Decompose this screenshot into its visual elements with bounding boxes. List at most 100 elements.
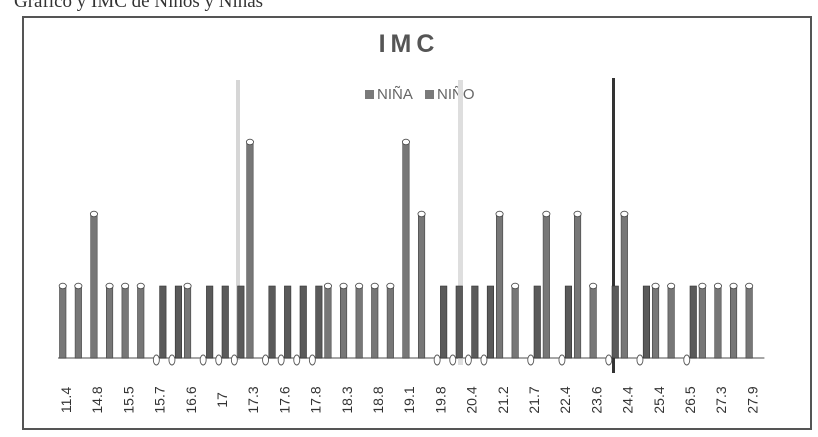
x-tick-label: 21.7 (526, 386, 542, 413)
bar-cap-nina (183, 282, 192, 290)
bar-nina (324, 285, 332, 359)
zero-marker-nina (605, 354, 613, 366)
x-tick-label: 14.8 (89, 386, 105, 413)
bar-nina (542, 213, 550, 359)
bar-nina (339, 285, 348, 359)
bar-nina (355, 285, 363, 359)
zero-marker-nina (199, 354, 207, 366)
bar-nina (620, 213, 628, 359)
bar-cap-nina (339, 282, 348, 290)
bar-cap-nina (355, 282, 364, 290)
bar-cap-nina (573, 210, 582, 218)
x-tick-label: 11.4 (58, 387, 74, 413)
x-tick-label: 15.5 (120, 386, 136, 413)
legend-label-nino: NIÑO (437, 86, 475, 103)
bar-nino (533, 285, 541, 359)
bar-nino (237, 285, 245, 359)
bar-nina (651, 285, 660, 359)
x-tick-label: 27.9 (744, 386, 760, 413)
bar-nino (174, 285, 182, 359)
x-tick-label: 25.4 (651, 386, 667, 413)
zero-marker-nina (152, 354, 160, 366)
bar-nino (689, 285, 697, 359)
bar-cap-nina (105, 282, 114, 290)
bar-cap-nina (698, 282, 707, 290)
bar-nina (74, 285, 82, 359)
bar-nina (371, 285, 379, 359)
bar-nina (511, 285, 519, 359)
bar-nina (402, 141, 410, 359)
bar-nina (386, 285, 394, 359)
zero-marker-nina (558, 354, 566, 366)
legend-swatch-nino (425, 90, 435, 99)
x-tick-label: 17.8 (308, 386, 324, 413)
zero-marker-nina (449, 354, 457, 366)
x-tick-label: 17 (214, 392, 230, 408)
bar-nino (611, 285, 619, 359)
bar-nina (137, 285, 145, 359)
bar-nina (667, 285, 675, 359)
bar-nina (246, 141, 254, 359)
x-tick-label: 27.3 (713, 386, 729, 413)
legend-item-nino: NIÑO (425, 86, 475, 103)
x-tick-label: 24.4 (620, 386, 636, 413)
x-tick-label: 16.6 (183, 386, 199, 413)
bar-nina (184, 285, 192, 359)
zero-marker-nina (262, 354, 269, 366)
bar-cap-nina (401, 138, 410, 146)
bar-nino (206, 285, 214, 359)
page-caption: Gráfico y IMC de Niños y Niñas (14, 0, 264, 12)
bar-nina (59, 285, 67, 359)
bar-cap-nina (89, 210, 98, 218)
zero-marker-nina (464, 354, 472, 366)
bar-nina (745, 285, 753, 359)
bar-cap-nina (511, 282, 520, 290)
bar-cap-nina (495, 210, 504, 218)
bar-cap-nina (74, 282, 83, 290)
x-tick-label: 18.8 (370, 386, 386, 413)
x-tick-label: 26.5 (682, 386, 698, 413)
bar-nino (315, 285, 323, 359)
x-tick-label: 20.4 (464, 386, 480, 413)
bar-nino (221, 285, 229, 359)
x-tick-label: 19.1 (401, 386, 417, 413)
zero-marker-nina (277, 354, 285, 366)
bar-nino (299, 285, 307, 359)
bar-cap-nina (589, 282, 598, 290)
zero-marker-nina (308, 354, 316, 366)
chart-legend: NIÑA NIÑO (365, 86, 483, 103)
x-tick-label: 17.6 (276, 386, 292, 413)
scan-streak (458, 80, 463, 365)
zero-marker-nina (527, 354, 535, 366)
bar-nino (486, 285, 495, 359)
x-tick-label: 19.8 (432, 386, 448, 413)
bar-nina (573, 213, 582, 359)
bar-nino (284, 285, 292, 359)
bar-nino (440, 285, 448, 359)
bar-nino (564, 285, 573, 359)
zero-marker-nina (168, 354, 176, 366)
bar-cap-nina (651, 282, 660, 290)
bar-nina (729, 285, 738, 359)
zero-marker-nina (293, 354, 301, 366)
x-tick-label: 18.3 (339, 386, 355, 413)
scan-streak (612, 78, 615, 373)
x-tick-label: 23.6 (588, 386, 604, 413)
zero-marker-nina (480, 354, 488, 366)
bar-nino (642, 285, 651, 359)
bar-cap-nina (417, 210, 426, 218)
zero-marker-nina (683, 354, 691, 366)
x-tick-label: 22.4 (557, 386, 573, 413)
legend-item-nina: NIÑA (365, 86, 413, 103)
bar-cap-nina (323, 282, 332, 290)
bar-nino (159, 285, 167, 359)
bar-cap-nina (136, 282, 145, 290)
bar-nino (455, 285, 463, 359)
bar-cap-nina (713, 282, 722, 290)
bar-nino (268, 285, 276, 359)
x-tick-label: 21.2 (495, 386, 511, 413)
bar-cap-nina (542, 210, 551, 218)
bar-nina (121, 285, 129, 359)
bar-cap-nina (245, 138, 254, 146)
